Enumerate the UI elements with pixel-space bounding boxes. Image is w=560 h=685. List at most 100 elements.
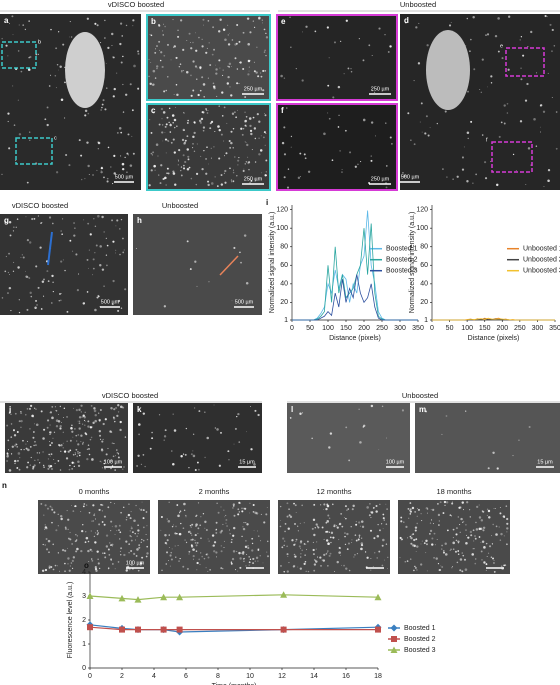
speckle bbox=[131, 135, 133, 137]
scale-text: 15 µm bbox=[239, 459, 255, 465]
speckle bbox=[161, 30, 164, 32]
micrograph bbox=[0, 14, 141, 190]
speckle bbox=[261, 19, 263, 21]
speckle bbox=[187, 155, 190, 158]
speckle bbox=[258, 137, 260, 139]
speckle bbox=[16, 467, 19, 469]
data-point bbox=[86, 592, 94, 599]
speckle bbox=[260, 135, 262, 137]
speckle bbox=[449, 514, 452, 516]
speckle bbox=[160, 529, 162, 531]
speckle bbox=[53, 459, 55, 461]
speckle bbox=[386, 437, 387, 439]
speckle bbox=[439, 501, 442, 504]
speckle bbox=[194, 65, 198, 68]
speckle bbox=[220, 545, 222, 547]
speckle bbox=[322, 559, 326, 562]
speckle bbox=[244, 545, 248, 549]
speckle bbox=[416, 515, 418, 517]
speckle bbox=[129, 83, 132, 86]
speckle bbox=[115, 449, 118, 451]
speckle bbox=[158, 40, 161, 43]
speckle bbox=[192, 450, 194, 452]
speckle bbox=[555, 147, 558, 150]
x-tick-label: 150 bbox=[340, 325, 352, 332]
speckle bbox=[47, 280, 50, 283]
speckle bbox=[8, 286, 12, 290]
speckle bbox=[416, 508, 419, 510]
speckle bbox=[176, 93, 179, 97]
speckle bbox=[238, 83, 240, 84]
speckle bbox=[261, 172, 263, 174]
speckle bbox=[539, 105, 542, 107]
speckle bbox=[180, 166, 183, 168]
speckle bbox=[96, 550, 99, 553]
speckle bbox=[350, 70, 353, 73]
speckle bbox=[401, 538, 403, 541]
speckle bbox=[47, 464, 51, 468]
speckle bbox=[80, 411, 83, 413]
speckle bbox=[171, 525, 174, 528]
speckle bbox=[105, 62, 107, 64]
speckle bbox=[215, 521, 218, 524]
speckle bbox=[25, 447, 28, 450]
speckle bbox=[141, 538, 143, 541]
speckle bbox=[344, 543, 347, 546]
speckle bbox=[313, 563, 317, 566]
speckle bbox=[74, 452, 76, 454]
speckle bbox=[97, 558, 99, 560]
speckle bbox=[449, 549, 451, 551]
speckle bbox=[41, 222, 43, 224]
speckle bbox=[371, 55, 373, 56]
speckle bbox=[163, 439, 165, 441]
y-tick-label: 1 bbox=[424, 317, 428, 324]
speckle bbox=[219, 67, 221, 69]
speckle bbox=[139, 508, 140, 510]
speckle bbox=[137, 533, 139, 535]
speckle bbox=[391, 143, 393, 145]
speckle bbox=[66, 510, 68, 512]
speckle bbox=[27, 461, 29, 464]
speckle bbox=[220, 567, 223, 570]
speckle bbox=[382, 517, 385, 520]
speckle bbox=[353, 556, 355, 558]
speckle bbox=[133, 519, 136, 523]
data-point bbox=[375, 626, 381, 633]
speckle bbox=[69, 439, 72, 442]
speckle bbox=[203, 557, 206, 560]
speckle bbox=[164, 138, 168, 141]
speckle bbox=[212, 26, 215, 29]
speckle bbox=[196, 561, 199, 565]
speckle bbox=[302, 31, 304, 33]
speckle bbox=[225, 514, 227, 517]
speckle bbox=[77, 460, 80, 463]
speckle bbox=[311, 437, 313, 440]
speckle bbox=[451, 566, 454, 568]
speckle bbox=[212, 544, 215, 547]
speckle bbox=[125, 540, 128, 543]
speckle bbox=[40, 308, 43, 310]
speckle bbox=[472, 182, 474, 184]
speckle bbox=[475, 558, 477, 560]
speckle bbox=[36, 452, 38, 454]
speckle bbox=[48, 551, 50, 554]
speckle bbox=[485, 563, 488, 565]
speckle bbox=[57, 525, 59, 527]
speckle bbox=[465, 410, 467, 412]
speckle bbox=[94, 567, 98, 571]
speckle bbox=[373, 537, 376, 540]
x-tick-label: 50 bbox=[306, 325, 314, 332]
speckle bbox=[49, 441, 51, 442]
speckle bbox=[295, 538, 298, 541]
speckle bbox=[183, 142, 186, 145]
speckle bbox=[25, 275, 28, 278]
speckle bbox=[289, 417, 292, 419]
speckle bbox=[135, 555, 138, 557]
speckle bbox=[182, 48, 185, 51]
speckle bbox=[20, 411, 22, 413]
speckle bbox=[472, 548, 474, 550]
speckle bbox=[110, 558, 113, 561]
speckle bbox=[75, 434, 78, 437]
speckle bbox=[295, 68, 297, 70]
speckle bbox=[206, 436, 209, 440]
